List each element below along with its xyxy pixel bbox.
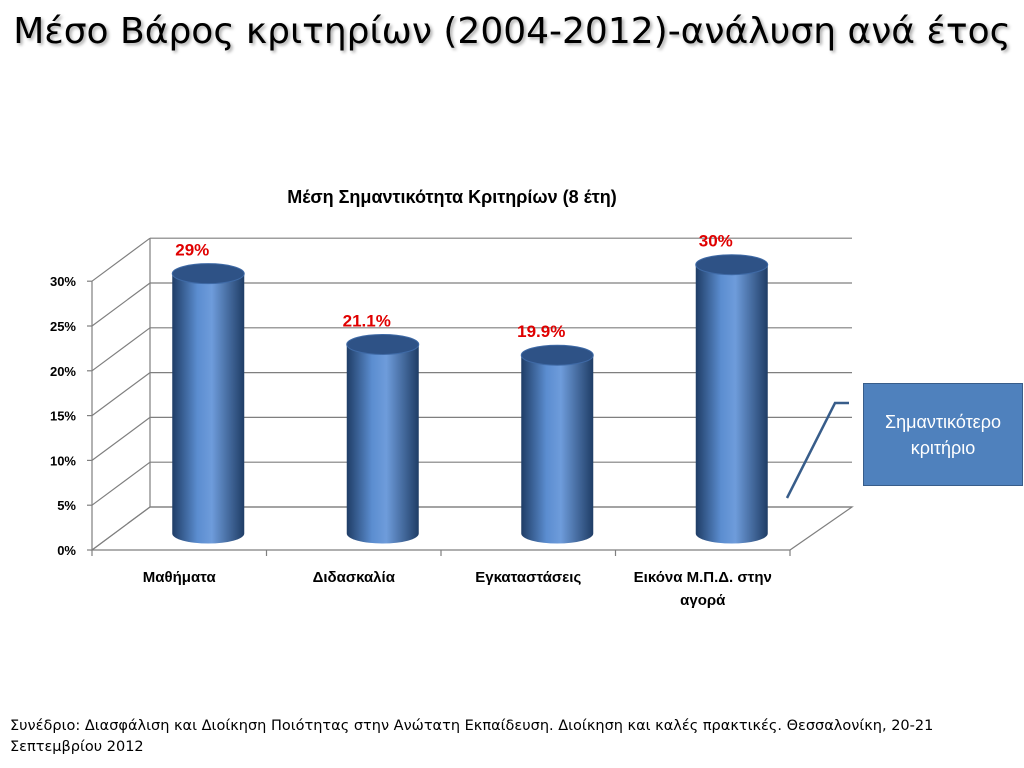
data-label: 21.1% (343, 311, 391, 330)
slide-title: Μέσο Βάρος κριτηρίων (2004-2012)-ανάλυση… (13, 11, 1011, 52)
y-tick-label: 5% (57, 498, 76, 513)
bar (171, 263, 245, 544)
data-label: 29% (175, 241, 209, 260)
gridline-side (91, 461, 151, 506)
footer-text: Συνέδριο: Διασφάλιση και Διοίκηση Ποιότη… (10, 718, 934, 755)
gridline-side (91, 282, 151, 327)
chart-title: Μέση Σημαντικότητα Κριτηρίων (8 έτη) (287, 187, 617, 207)
gridline-side (91, 237, 151, 282)
callout-box: Σημαντικότερο κριτήριο (863, 383, 1023, 486)
bar (520, 344, 594, 544)
x-axis: Μαθήματα Διδασκαλία Εγκαταστάσεις Εικόνα Μ.… (143, 569, 772, 609)
bar-body (695, 264, 768, 544)
y-tick-label: 10% (50, 453, 76, 468)
y-tick-label: 0% (57, 543, 76, 558)
y-tick-label: 15% (50, 409, 76, 424)
gridline-side (91, 327, 151, 372)
callout-connector (785, 401, 849, 499)
gridline-side (91, 372, 151, 417)
bar (695, 254, 769, 544)
x-tick-label: Διδασκαλία (313, 569, 396, 586)
y-tick-label: 30% (50, 274, 76, 289)
data-label: 19.9% (517, 322, 565, 341)
chart: Μέση Σημαντικότητα Κριτηρίων (8 έτη) 0% 5… (50, 187, 854, 609)
data-labels: 29% 21.1% 19.9% 30% (175, 232, 733, 341)
bars (171, 254, 769, 544)
data-label: 30% (699, 232, 733, 251)
gridline-side (91, 506, 151, 551)
y-axis: 0% 5% 10% 15% 20% 25% 30% (50, 274, 93, 558)
y-tick-label: 20% (50, 364, 76, 379)
y-tick-label: 25% (50, 319, 76, 334)
bar-body (346, 344, 419, 544)
bar-top (171, 263, 245, 285)
bar-top (520, 344, 594, 366)
gridline-side (91, 416, 151, 461)
x-tick-label: Εγκαταστάσεις (475, 569, 581, 586)
x-tick-label: Εικόνα Μ.Π.Δ. στην αγορά (634, 569, 772, 609)
bar-body (172, 273, 245, 544)
bar-body (521, 355, 594, 544)
bar (346, 333, 420, 544)
bar-top (346, 333, 420, 355)
bar-top (695, 254, 769, 276)
x-tick-label: Μαθήματα (143, 569, 217, 586)
